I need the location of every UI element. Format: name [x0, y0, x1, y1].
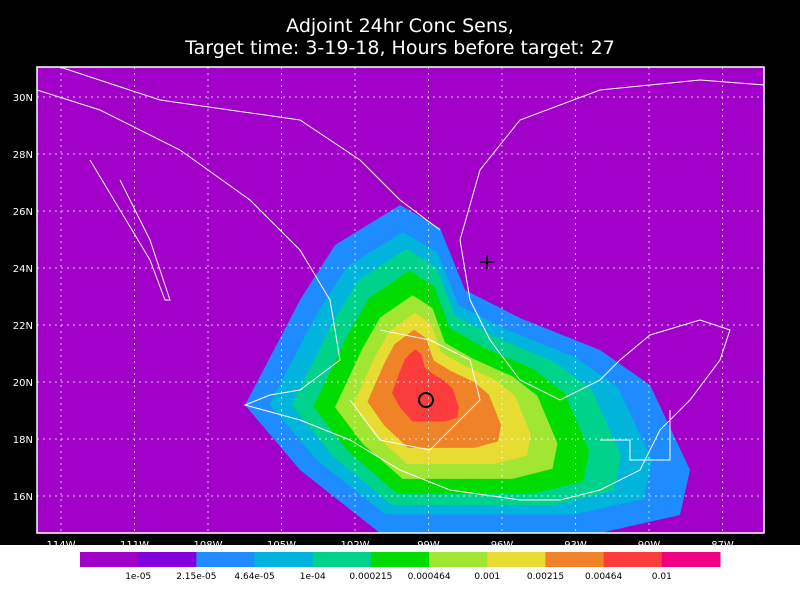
lon-label: 111W [120, 540, 149, 551]
colorbar-label: 0.001 [474, 572, 500, 582]
lat-label: 26N [13, 207, 33, 218]
colorbar-swatch [80, 552, 139, 567]
colorbar-swatch [429, 552, 488, 567]
colorbar-swatch [603, 552, 663, 567]
colorbar-label: 0.00215 [527, 572, 564, 582]
plus-marker [480, 255, 494, 269]
lon-label: 96W [491, 540, 514, 551]
colorbar-swatch [487, 552, 546, 567]
colorbar-swatch [312, 552, 372, 567]
colorbar-label: 4.64e-05 [234, 572, 274, 582]
lat-label: 28N [13, 150, 33, 161]
colorbar-swatch [196, 552, 256, 567]
colorbar-label: 0.01 [652, 572, 672, 582]
coastlines [37, 67, 764, 501]
lat-label: 18N [13, 435, 33, 446]
lon-label: 105W [267, 540, 296, 551]
circle-marker [418, 392, 434, 408]
colorbar-swatch [138, 552, 197, 567]
colorbar-swatch [254, 552, 314, 567]
coastline [89, 159, 171, 301]
colorbar-label: 1e-05 [125, 572, 151, 582]
border [59, 67, 441, 231]
lon-label: 108W [194, 540, 223, 551]
lat-label: 16N [13, 492, 33, 503]
colorbar-label: 0.00464 [585, 572, 622, 582]
lon-label: 114W [47, 540, 76, 551]
coastline [37, 79, 764, 501]
lon-label: 99W [417, 540, 440, 551]
lat-label: 24N [13, 264, 33, 275]
map-frame [36, 66, 765, 534]
colorbar-swatch [661, 552, 721, 567]
border [349, 329, 481, 451]
colorbar-label: 1e-04 [300, 572, 326, 582]
map-area [37, 67, 764, 533]
colorbar: 1e-05 2.15e-05 4.64e-05 1e-04 0.000215 0.0004… [80, 552, 721, 582]
colorbar-swatch [370, 552, 430, 567]
lon-label: 87W [711, 540, 734, 551]
colorbar-label: 2.15e-05 [176, 572, 216, 582]
colorbar-label: 0.000215 [349, 572, 392, 582]
lon-label: 102W [341, 540, 370, 551]
lat-label: 20N [13, 378, 33, 389]
title-line: Adjoint 24hr Conc Sens, [286, 15, 514, 37]
lon-label: 90W [638, 540, 661, 551]
lat-label: 22N [13, 321, 33, 332]
title-line: Target time: 3-19-18, Hours before targe… [184, 37, 615, 59]
lat-label: 30N [13, 93, 33, 104]
border [600, 410, 671, 461]
graticule [37, 67, 764, 533]
colorbar-swatch [545, 552, 605, 567]
lon-label: 93W [564, 540, 587, 551]
colorbar-label: 0.000464 [408, 572, 451, 582]
